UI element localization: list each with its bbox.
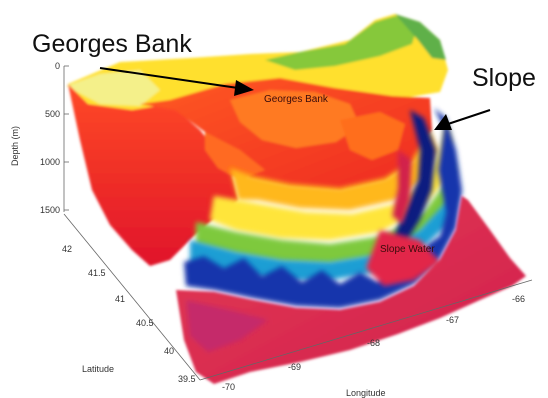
bank-yellow-rim [230, 130, 438, 210]
slope-arrow-line [447, 109, 491, 125]
slope-annotation: Slope [472, 64, 536, 92]
longitude-tick-label: -68 [367, 338, 380, 348]
bank-orange-patch-3 [340, 112, 405, 160]
depth-tick-label: 1000 [40, 157, 60, 167]
bank-orange-patch [230, 90, 360, 148]
latitude-axis-line [63, 213, 201, 381]
annotations: Georges Bank Slope [32, 30, 536, 130]
bank-orange-patch-2 [205, 132, 265, 180]
depth-tick-label: 1500 [40, 205, 60, 215]
shelf-green [265, 16, 418, 70]
depth-tick-label: 0 [55, 61, 60, 71]
deep-slope-water [176, 196, 526, 384]
left-wall [68, 84, 238, 266]
longitude-tick-label: -66 [512, 294, 525, 304]
slope-yellow-band [210, 120, 452, 240]
latitude-tick-label: 39.5 [178, 374, 196, 384]
longitude-axis-line [199, 279, 533, 381]
slope-darkblue-streaks [392, 110, 436, 246]
longitude-tick-label: -70 [222, 382, 235, 392]
deep-purple-patch [186, 300, 268, 352]
depth-axis: 0 500 1000 1500 Depth (m) [10, 61, 69, 215]
latitude-tick-label: 40.5 [136, 318, 154, 328]
latitude-tick-label: 41 [115, 294, 125, 304]
longitude-tick-label: -67 [446, 315, 459, 325]
georges-bank-annotation: Georges Bank [32, 30, 192, 58]
latitude-tick-label: 42 [62, 244, 72, 254]
shelf-lightyellow [66, 70, 160, 106]
slope-blue-band [184, 108, 462, 308]
surface-group [66, 14, 526, 384]
georges-bank-arrow-line [99, 67, 239, 89]
longitude-axis-label: Longitude [346, 388, 386, 398]
slope-water-region-label: Slope Water [380, 244, 435, 255]
shelf-green-2 [395, 14, 446, 60]
depth-tick-label: 500 [45, 109, 60, 119]
longitude-axis: -70 -69 -68 -67 -66 Longitude [199, 279, 533, 398]
shelf-yellow-top [68, 14, 448, 110]
latitude-tick-label: 40 [164, 346, 174, 356]
depth-axis-label: Depth (m) [10, 126, 20, 166]
inset-labels: Georges Bank Slope Water [264, 94, 435, 255]
latitude-tick-label: 41.5 [88, 268, 106, 278]
latitude-axis-label: Latitude [82, 364, 114, 374]
deep-red-patch [366, 230, 440, 286]
longitude-tick-label: -69 [288, 362, 301, 372]
latitude-axis: 42 41.5 41 40.5 40 39.5 Latitude [62, 213, 201, 384]
slope-red-inlet [392, 150, 412, 224]
georges-bank-region-label: Georges Bank [264, 94, 329, 105]
slope-arrowhead [434, 114, 452, 130]
georges-bank-arrowhead [234, 80, 254, 96]
